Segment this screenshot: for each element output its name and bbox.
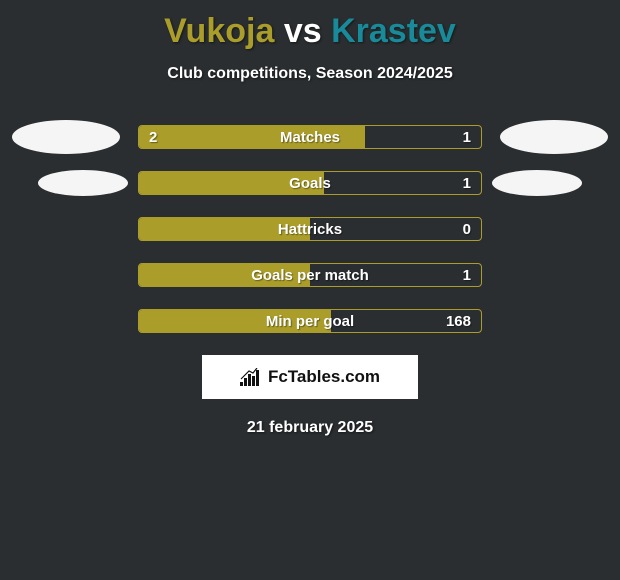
stat-bar: Goals per match1 [138,263,482,287]
stat-row: Min per goal168 [0,309,620,333]
stat-bar: Hattricks0 [138,217,482,241]
stat-right-value: 1 [463,172,471,194]
stats-container: 2Matches1Goals1Hattricks0Goals per match… [0,125,620,333]
player2-badge [492,170,582,196]
player2-name: Krastev [331,12,456,50]
date-text: 21 february 2025 [0,419,620,437]
stat-row: 2Matches1 [0,125,620,149]
stat-bar: Goals1 [138,171,482,195]
bar-chart-icon [240,368,262,386]
logo-box[interactable]: FcTables.com [202,355,418,399]
stat-label: Matches [139,126,481,148]
logo-text: FcTables.com [268,367,380,387]
stat-label: Min per goal [139,310,481,332]
player1-name: Vukoja [164,12,274,50]
player1-badge [38,170,128,196]
stat-row: Hattricks0 [0,217,620,241]
stat-bar: 2Matches1 [138,125,482,149]
subtitle: Club competitions, Season 2024/2025 [0,65,620,83]
vs-text: vs [284,12,322,50]
stat-label: Goals per match [139,264,481,286]
player2-badge [500,120,608,154]
stat-row: Goals1 [0,171,620,195]
stat-right-value: 168 [446,310,471,332]
comparison-title: Vukoja vs Krastev [0,0,620,51]
stat-row: Goals per match1 [0,263,620,287]
stat-right-value: 0 [463,218,471,240]
stat-right-value: 1 [463,264,471,286]
stat-label: Hattricks [139,218,481,240]
player1-badge [12,120,120,154]
stat-right-value: 1 [463,126,471,148]
stat-bar: Min per goal168 [138,309,482,333]
stat-label: Goals [139,172,481,194]
